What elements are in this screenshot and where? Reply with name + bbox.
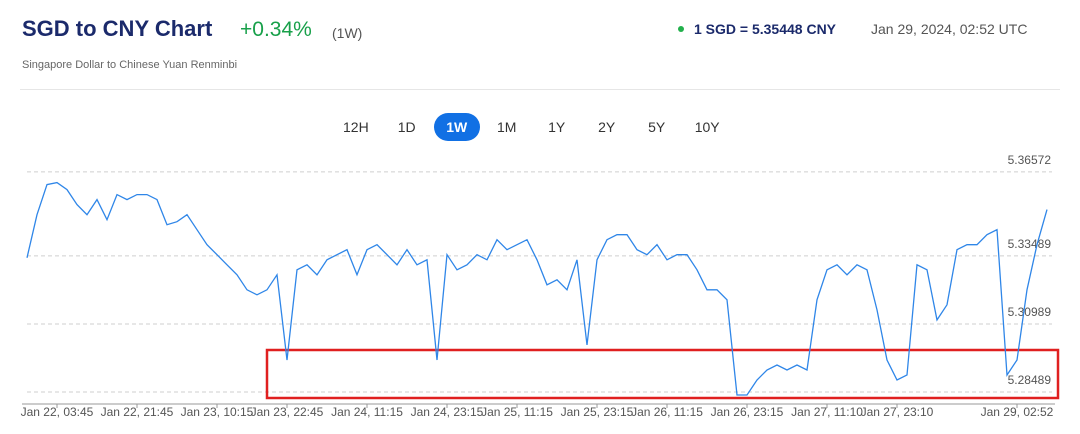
x-tick-label: Jan 29, 02:52 (981, 405, 1054, 419)
y-tick-label: 5.28489 (1008, 373, 1052, 387)
rate: 1 SGD = 5.35448 CNY (694, 21, 837, 37)
range-button[interactable]: 10Y (694, 119, 720, 135)
x-tick-label: Jan 26, 11:15 (631, 405, 703, 419)
range-buttons: 12H 1D 1W 1M 1Y 2Y 5Y 10Y (332, 113, 731, 141)
x-tick-label: Jan 25, 23:15 (561, 405, 634, 419)
x-tick-label: Jan 25, 11:15 (481, 405, 553, 419)
x-tick-label: Jan 26, 23:15 (711, 405, 784, 419)
range-button[interactable]: 1D (397, 119, 416, 135)
y-tick-label: 5.36572 (1008, 153, 1052, 167)
subtitle: Singapore Dollar to Chinese Yuan Renminb… (22, 59, 238, 71)
x-tick-label: Jan 23, 22:45 (251, 405, 324, 419)
range-button[interactable]: 5Y (648, 119, 666, 135)
x-tick-label: Jan 27, 11:10 (791, 405, 863, 419)
x-tick-label: Jan 23, 10:15 (181, 405, 254, 419)
x-tick-label: Jan 24, 11:15 (331, 405, 403, 419)
x-tick-label: Jan 27, 23:10 (861, 405, 934, 419)
highlight-box (265, 348, 1060, 400)
divider (20, 89, 1060, 90)
price-line (26, 181, 1048, 396)
timestamp: Jan 29, 2024, 02:52 UTC (871, 21, 1028, 37)
range-button[interactable]: 1M (496, 119, 517, 135)
y-tick-label: 5.30989 (1008, 305, 1052, 319)
live-dot (678, 26, 684, 32)
range-button[interactable]: 1W (433, 113, 480, 141)
range-button[interactable]: 1Y (548, 119, 566, 135)
period: (1W) (332, 25, 363, 41)
x-tick-label: Jan 22, 21:45 (101, 405, 174, 419)
change: +0.34% (240, 18, 312, 41)
x-tick-label: Jan 24, 23:15 (411, 405, 484, 419)
range-button[interactable]: 2Y (598, 119, 616, 135)
y-tick-label: 5.33489 (1008, 237, 1052, 251)
x-tick-label: Jan 22, 03:45 (21, 405, 94, 419)
range-button[interactable]: 12H (343, 119, 369, 135)
title: SGD to CNY Chart (22, 16, 213, 41)
